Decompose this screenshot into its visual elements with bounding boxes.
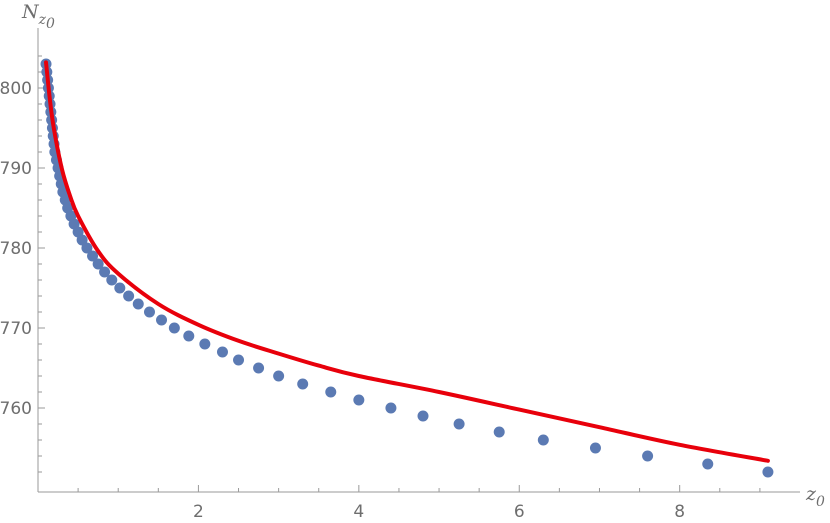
x-tick-label: 2 (193, 502, 204, 522)
fit-curve (44, 60, 770, 463)
data-point (642, 450, 654, 462)
data-point (156, 314, 168, 326)
x-tick-label: 8 (674, 502, 685, 522)
data-point (123, 290, 135, 302)
axes: 2 4 6 8 760 770 780 790 800 (0, 28, 800, 522)
data-point (106, 274, 118, 286)
y-tick-label: 790 (0, 159, 32, 179)
y-axis-title: Nz0 (21, 1, 55, 32)
data-point (273, 370, 285, 382)
data-point (143, 306, 155, 318)
y-tick-label: 780 (0, 239, 32, 259)
y-tick-label: 770 (0, 319, 32, 339)
data-point (81, 242, 93, 254)
data-point (589, 442, 601, 454)
data-point (702, 458, 714, 470)
data-point (199, 338, 211, 350)
data-point (537, 434, 549, 446)
data-point (417, 410, 429, 422)
data-point (253, 362, 265, 374)
x-tick-label: 6 (514, 502, 525, 522)
data-point (76, 234, 88, 246)
y-tick-label: 760 (0, 399, 32, 419)
data-point (183, 330, 195, 342)
data-point (87, 250, 99, 262)
data-point (114, 282, 126, 294)
data-point (168, 322, 180, 334)
x-axis-title: z0 (805, 483, 825, 510)
data-point (325, 386, 337, 398)
data-point (99, 266, 111, 278)
ticks: 2 4 6 8 760 770 780 790 800 (0, 55, 761, 522)
data-point (762, 466, 774, 478)
data-point (132, 298, 144, 310)
data-point (493, 426, 505, 438)
x-tick-label: 4 (353, 502, 364, 522)
data-point (385, 402, 397, 414)
data-point (453, 418, 465, 430)
data-point (216, 346, 228, 358)
data-point (233, 354, 245, 366)
data-point (353, 394, 365, 406)
data-points (40, 58, 774, 478)
data-point (92, 258, 104, 270)
y-tick-label: 800 (0, 79, 32, 99)
data-point (297, 378, 309, 390)
